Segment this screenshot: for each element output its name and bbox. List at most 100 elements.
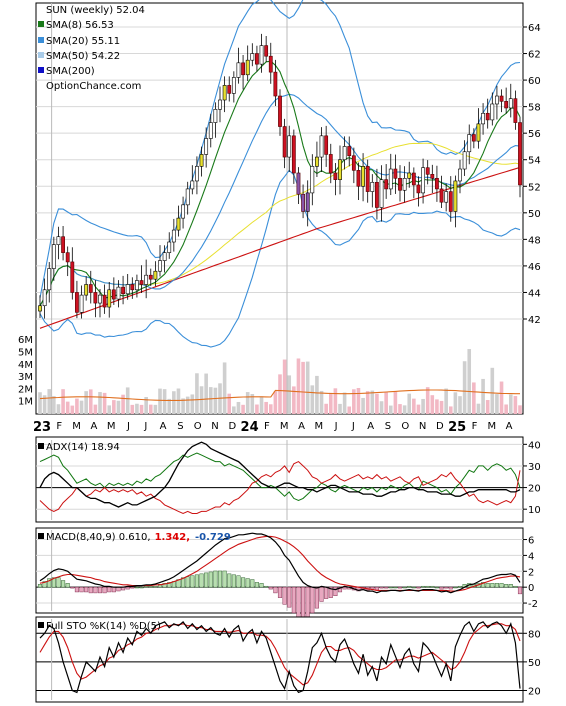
- x-month-label: M: [72, 421, 81, 432]
- candle-body: [259, 45, 264, 65]
- volume-bar: [347, 406, 352, 414]
- macd-histogram-bar: [282, 586, 287, 605]
- candlesticks: [38, 33, 522, 319]
- candle-body: [324, 135, 329, 155]
- candle-body: [444, 191, 449, 203]
- legend-label-sma200: SMA(200): [46, 66, 95, 77]
- volume-bar: [518, 405, 522, 414]
- candle-body: [121, 286, 125, 295]
- candle-body: [495, 95, 499, 105]
- x-month-label: D: [228, 421, 236, 432]
- price-legend: SUN (weekly) 52.04 SMA(8) 56.53 SMA(20) …: [38, 5, 145, 92]
- volume-bar: [167, 398, 172, 414]
- volume-bar: [508, 394, 513, 414]
- macd-histogram-bar: [277, 586, 283, 598]
- volume-bar: [310, 385, 315, 414]
- candle-body: [213, 108, 218, 123]
- candle-body: [338, 159, 342, 180]
- candle-body: [499, 95, 504, 102]
- macd-histogram-bar: [144, 585, 149, 588]
- x-month-label: O: [194, 421, 202, 432]
- candle-body: [319, 135, 324, 158]
- volume-bar: [181, 398, 185, 414]
- candle-body: [116, 286, 121, 300]
- volume-bar: [172, 391, 176, 414]
- volume-average-line: [39, 389, 520, 402]
- volume-bar: [462, 361, 467, 414]
- macd-histogram-bar: [241, 577, 246, 588]
- x-month-label: D: [436, 421, 444, 432]
- candle-body: [301, 193, 305, 212]
- volume-bar: [65, 401, 70, 414]
- volume-bar: [467, 349, 472, 414]
- panel-tick-label: 10: [528, 505, 541, 516]
- volume-bar: [495, 394, 499, 414]
- candle-body: [148, 274, 153, 280]
- adx-panel: 10 20 30 40 ADX(14) 18.94: [35, 436, 541, 523]
- macd-histogram-bar: [490, 583, 495, 588]
- candle-body: [176, 217, 181, 231]
- legend-swatch-sma50: [38, 52, 44, 58]
- volume-bar: [453, 392, 458, 414]
- candle-body: [88, 284, 93, 293]
- volume-bar: [125, 387, 130, 414]
- macd-histogram-bar: [37, 584, 43, 588]
- volume-bar: [472, 382, 476, 414]
- macd-histogram-bar: [268, 586, 273, 590]
- macd-histogram-bar: [51, 577, 56, 588]
- candle-body: [79, 294, 84, 313]
- volume-bar: [398, 404, 402, 414]
- volume-tick-label: 6M: [18, 335, 33, 346]
- macd-histogram-bar: [439, 586, 444, 590]
- volume-bar: [79, 400, 84, 414]
- volume-bar: [384, 392, 388, 414]
- macd-line: [39, 532, 521, 594]
- x-month-label: A: [298, 421, 305, 432]
- x-month-label: N: [211, 421, 218, 432]
- x-month-label: M: [280, 421, 289, 432]
- candle-body: [65, 252, 70, 263]
- candle-body: [241, 62, 245, 76]
- macd-histogram-bar: [102, 586, 107, 594]
- macd-histogram-bar: [153, 585, 158, 588]
- volume-bar: [88, 389, 93, 414]
- volume-bar: [365, 391, 370, 414]
- macd-histogram-bar: [324, 586, 329, 599]
- sto-grid: [36, 619, 523, 700]
- macd-histogram-bar: [222, 570, 227, 588]
- volume-bar: [273, 391, 278, 414]
- candle-body: [185, 188, 190, 206]
- candle-body: [365, 166, 370, 192]
- volume-bar: [70, 405, 75, 414]
- candle-body: [291, 135, 296, 174]
- candle-body: [245, 59, 250, 76]
- candle-body: [282, 126, 287, 158]
- volume-bar: [416, 404, 421, 414]
- volume-bar: [61, 389, 65, 414]
- candle-body: [84, 284, 89, 296]
- candle-body: [508, 98, 513, 109]
- macd-histogram-bar: [217, 570, 223, 588]
- candle-body: [421, 167, 425, 194]
- candle-body: [430, 174, 435, 179]
- adx-label: ADX(14) 18.94: [46, 442, 120, 453]
- x-month-label: O: [401, 421, 409, 432]
- sto-k-line: [39, 620, 521, 694]
- volume-bar: [375, 393, 379, 414]
- volume-bar: [190, 394, 195, 414]
- macd-histogram-bar: [499, 583, 504, 588]
- panel-tick-label: 2: [528, 567, 534, 578]
- candle-body: [47, 268, 52, 291]
- candle-body: [458, 168, 462, 182]
- volume-bar: [481, 378, 485, 414]
- candle-body: [250, 53, 255, 61]
- volume-bar: [158, 388, 162, 414]
- candle-body: [273, 71, 278, 97]
- macd-histogram-bar: [250, 579, 255, 588]
- candle-body: [255, 53, 259, 65]
- macd-histogram-bar: [97, 586, 103, 594]
- macd-panel-frame: [35, 527, 524, 614]
- macd-panel: -2 0 2 4 6 MACD(8,40,9) 0.610, 1.342, -0.729: [35, 527, 538, 620]
- legend-label-sma50: SMA(50) 54.22: [46, 51, 120, 62]
- volume-bar: [315, 375, 319, 414]
